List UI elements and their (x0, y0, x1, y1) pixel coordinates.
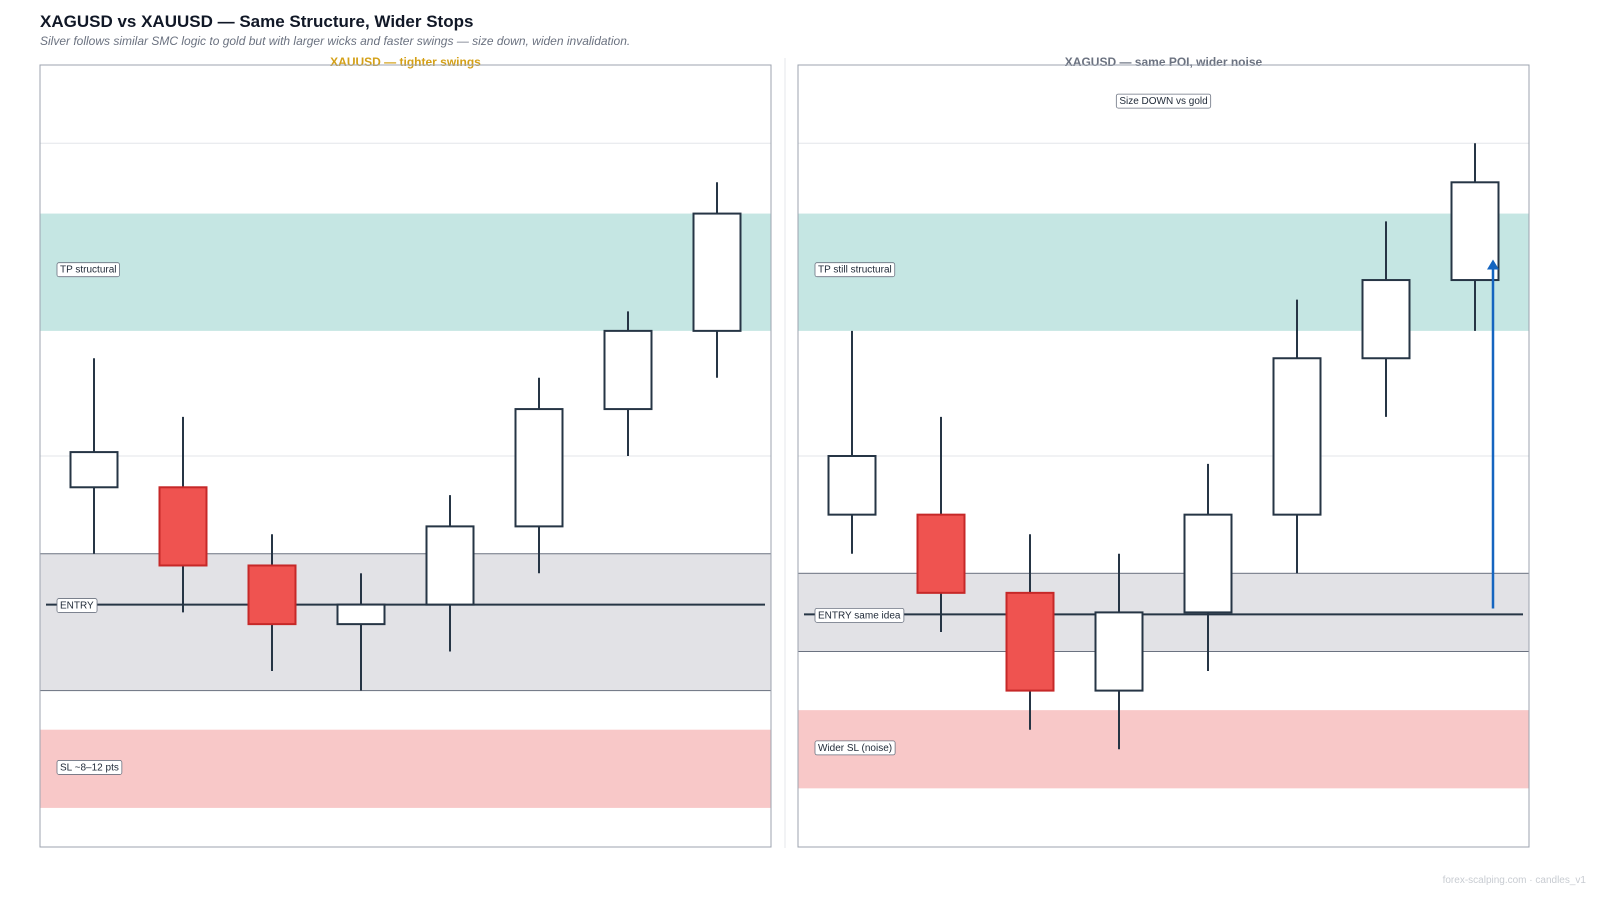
panel-1: TP structural ENTRY SL ~8–12 pts (39, 64, 772, 848)
label-box (814, 262, 896, 278)
bull-candle (425, 525, 475, 606)
label-box (56, 598, 98, 613)
tp-zone (798, 213, 1529, 331)
bull-candle (1094, 611, 1144, 692)
tp-zone-label: TP still structural (818, 265, 892, 276)
sl-zone-label: Wider SL (noise) (818, 743, 892, 754)
bear-candle (158, 486, 208, 567)
bull-candle (514, 408, 564, 528)
panel-border (39, 64, 772, 848)
bear-candle (916, 513, 966, 594)
bull-candle (827, 455, 877, 516)
tp-zone-label: TP structural (60, 265, 117, 276)
panel-2: TP still structural ENTRY same idea Wider … (797, 64, 1530, 848)
sl-zone (40, 729, 771, 808)
bull-candle (1361, 279, 1411, 360)
chart-subtitle: Silver follows similar SMC logic to gold… (40, 34, 631, 48)
label-box (814, 740, 896, 756)
panel-border (797, 64, 1530, 848)
chart-title: XAGUSD vs XAUUSD — Same Structure, Wider… (40, 12, 474, 31)
bull-candle (336, 603, 386, 626)
bull-candle (1450, 181, 1500, 282)
bull-candle (1183, 513, 1233, 614)
size-note-label: Size DOWN vs gold (1119, 96, 1207, 107)
entry-zone-label: ENTRY same idea (818, 610, 901, 621)
entry-zone-label: ENTRY (60, 601, 94, 612)
tp-zone (40, 213, 771, 331)
label-box (814, 607, 905, 623)
label-box (56, 262, 120, 278)
watermark: forex-scalping.com · candles_v1 (1442, 875, 1586, 886)
bull-candle (1272, 357, 1322, 516)
bull-candle (69, 451, 119, 489)
label-box (56, 760, 123, 775)
sl-zone-label: SL ~8–12 pts (60, 762, 119, 773)
arrow-head (1487, 259, 1499, 270)
bear-candle (247, 564, 297, 626)
entry-zone (797, 572, 1530, 652)
label-box (1115, 93, 1212, 109)
bull-candle (692, 212, 742, 332)
bull-candle (603, 329, 653, 411)
sl-zone (798, 710, 1529, 789)
entry-zone (39, 553, 772, 692)
bear-candle (1005, 591, 1055, 692)
